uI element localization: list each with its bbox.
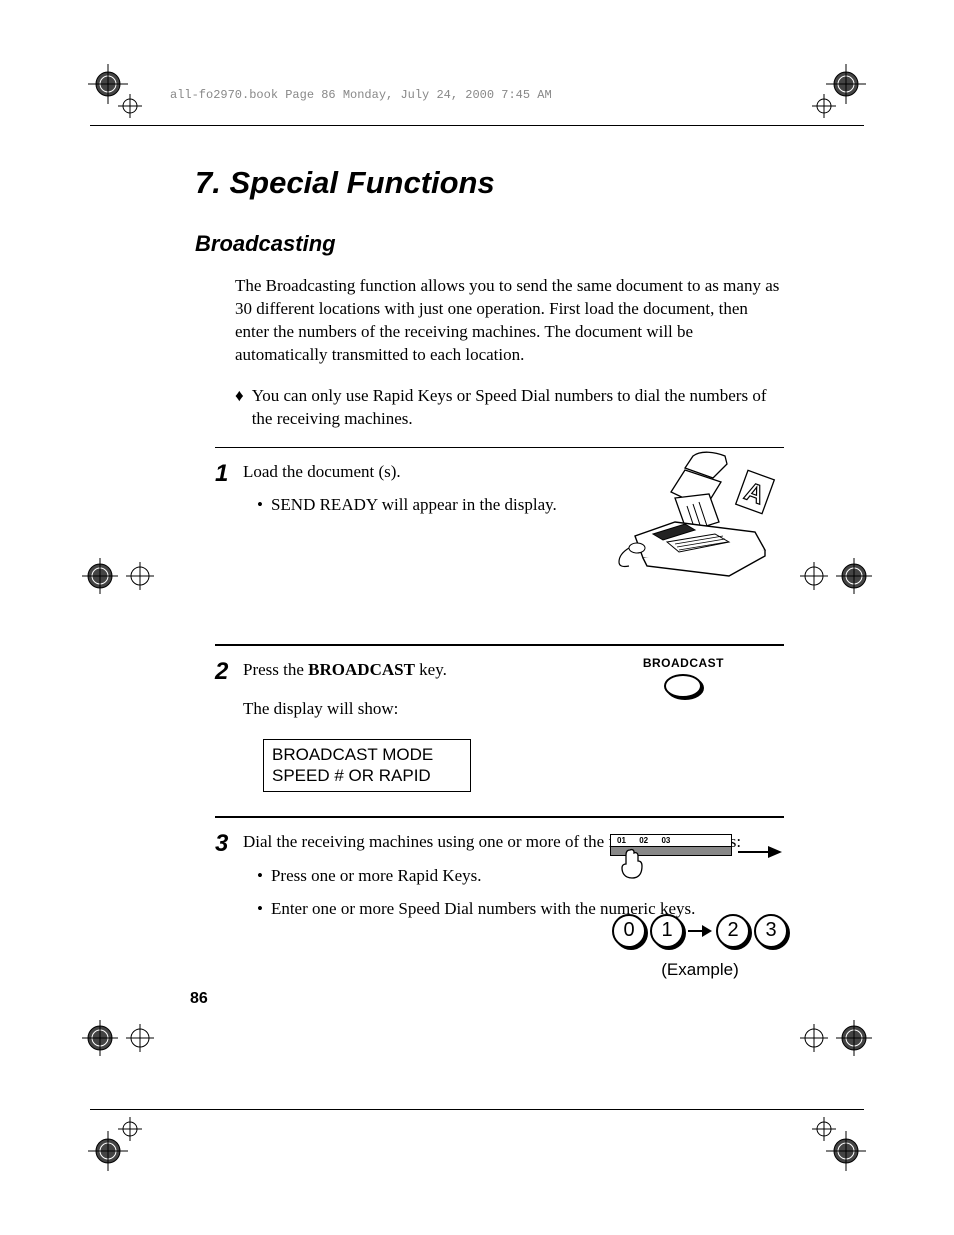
registration-mark-icon	[88, 64, 144, 120]
registration-mark-icon	[794, 548, 872, 604]
step-1: 1 Load the document (s). • SEND READY wi…	[215, 447, 784, 620]
diamond-bullet-icon: ♦	[235, 385, 244, 431]
content: 7. Special Functions Broadcasting The Br…	[195, 165, 784, 1034]
digit-1: 1	[650, 914, 684, 948]
display-line-2: SPEED # OR RAPID	[272, 765, 462, 786]
digit-0: 0	[612, 914, 646, 948]
intro-bullet-text: You can only use Rapid Keys or Speed Dia…	[252, 385, 784, 431]
broadcast-button-illustration: BROADCAST	[643, 656, 724, 698]
digit-2: 2	[716, 914, 750, 948]
page-number: 86	[190, 990, 208, 1008]
step-2: 2 Press the BROADCAST key. The display w…	[215, 644, 784, 792]
page: all-fo2970.book Page 86 Monday, July 24,…	[0, 0, 954, 1235]
step-1-sub-1: SEND READY will appear in the display.	[271, 493, 557, 517]
step-3-illustration: 0 1 2 3 (Example)	[610, 828, 790, 980]
registration-mark-icon	[88, 1115, 144, 1171]
registration-mark-icon	[794, 1010, 872, 1066]
step-2-after: The display will show:	[243, 697, 784, 721]
intro-paragraph: The Broadcasting function allows you to …	[235, 275, 784, 367]
step-number: 2	[215, 658, 243, 792]
registration-mark-icon	[810, 64, 866, 120]
registration-mark-icon	[810, 1115, 866, 1171]
crop-line	[90, 1109, 864, 1110]
bullet-icon: •	[257, 897, 263, 921]
intro-bullet: ♦ You can only use Rapid Keys or Speed D…	[235, 385, 784, 431]
step-3: 3 Dial the receiving machines using one …	[215, 816, 784, 1010]
step-number: 3	[215, 830, 243, 921]
lcd-display: BROADCAST MODE SPEED # OR RAPID	[263, 739, 471, 792]
book-header: all-fo2970.book Page 86 Monday, July 24,…	[170, 88, 552, 102]
digit-3: 3	[754, 914, 788, 948]
step-3-sub-1: Press one or more Rapid Keys.	[271, 864, 482, 888]
example-label: (Example)	[610, 960, 790, 980]
bullet-icon: •	[257, 864, 263, 888]
broadcast-label: BROADCAST	[643, 656, 724, 670]
chapter-title: 7. Special Functions	[195, 165, 784, 201]
display-line-1: BROADCAST MODE	[272, 744, 462, 765]
oval-button-icon	[664, 674, 702, 698]
example-digits: 0 1 2 3	[610, 914, 790, 948]
arrow-right-icon	[688, 924, 712, 938]
crop-line	[90, 125, 864, 126]
section-title: Broadcasting	[195, 231, 784, 257]
registration-mark-icon	[82, 1010, 160, 1066]
hand-pointer-icon	[616, 848, 650, 882]
fax-machine-illustration: A	[615, 448, 790, 593]
registration-mark-icon	[82, 548, 160, 604]
arrow-right-icon	[738, 844, 782, 860]
rapid-keys-illustration	[610, 828, 790, 880]
step-number: 1	[215, 460, 243, 518]
bullet-icon: •	[257, 493, 263, 517]
